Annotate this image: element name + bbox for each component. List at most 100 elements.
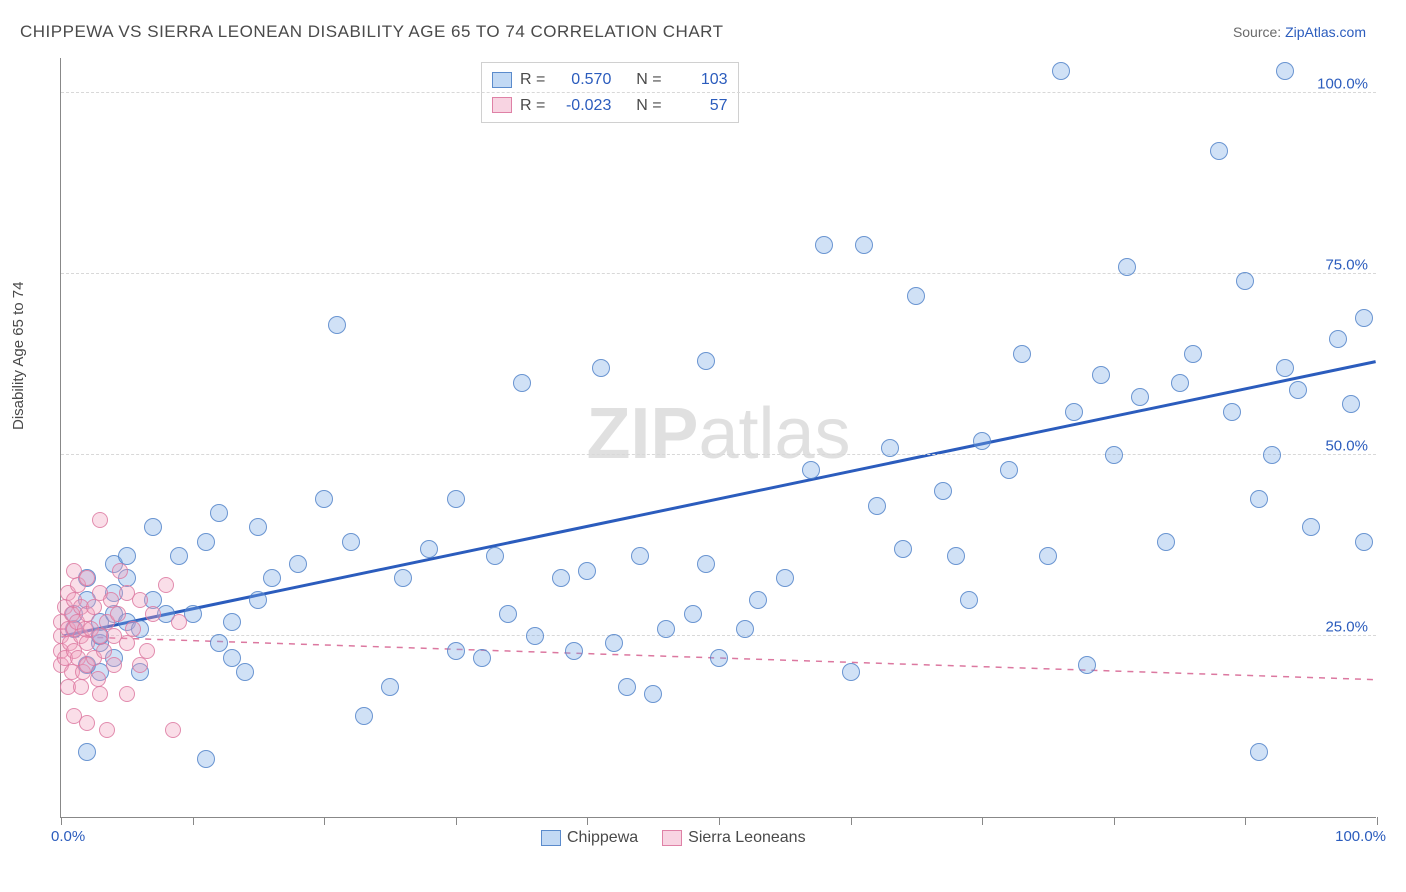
data-point: [132, 657, 148, 673]
data-point: [855, 236, 873, 254]
data-point: [697, 555, 715, 573]
data-point: [447, 490, 465, 508]
data-point: [106, 657, 122, 673]
data-point: [1092, 366, 1110, 384]
data-point: [894, 540, 912, 558]
x-tick-label: 100.0%: [1335, 828, 1386, 845]
x-tick: [982, 817, 983, 825]
data-point: [328, 316, 346, 334]
legend-item: Chippewa: [541, 829, 638, 847]
legend-swatch: [541, 830, 561, 846]
series-legend: Chippewa Sierra Leoneans: [541, 829, 806, 847]
data-point: [1065, 403, 1083, 421]
data-point: [473, 649, 491, 667]
data-point: [1157, 533, 1175, 551]
data-point: [1302, 518, 1320, 536]
legend-swatch: [492, 72, 512, 88]
data-point: [223, 613, 241, 631]
gridline: [61, 454, 1376, 455]
data-point: [170, 547, 188, 565]
data-point: [355, 707, 373, 725]
gridline: [61, 92, 1376, 93]
data-point: [1223, 403, 1241, 421]
data-point: [197, 533, 215, 551]
data-point: [486, 547, 504, 565]
gridline: [61, 273, 1376, 274]
data-point: [171, 614, 187, 630]
data-point: [315, 490, 333, 508]
data-point: [1263, 446, 1281, 464]
data-point: [99, 722, 115, 738]
data-point: [289, 555, 307, 573]
source-link[interactable]: ZipAtlas.com: [1285, 24, 1366, 40]
x-tick: [61, 817, 62, 825]
data-point: [657, 620, 675, 638]
data-point: [139, 643, 155, 659]
data-point: [144, 518, 162, 536]
data-point: [736, 620, 754, 638]
trend-lines: [61, 58, 1376, 817]
data-point: [947, 547, 965, 565]
data-point: [447, 642, 465, 660]
x-tick: [719, 817, 720, 825]
data-point: [249, 518, 267, 536]
data-point: [73, 679, 89, 695]
data-point: [697, 352, 715, 370]
data-point: [802, 461, 820, 479]
x-tick: [1377, 817, 1378, 825]
y-tick-label: 25.0%: [1325, 619, 1368, 636]
data-point: [1250, 490, 1268, 508]
data-point: [1236, 272, 1254, 290]
data-point: [513, 374, 531, 392]
data-point: [907, 287, 925, 305]
data-point: [86, 599, 102, 615]
x-tick-label: 0.0%: [51, 828, 85, 845]
data-point: [110, 606, 126, 622]
legend-item: Sierra Leoneans: [662, 829, 805, 847]
data-point: [881, 439, 899, 457]
data-point: [165, 722, 181, 738]
data-point: [420, 540, 438, 558]
data-point: [1131, 388, 1149, 406]
data-point: [145, 606, 161, 622]
data-point: [394, 569, 412, 587]
legend-swatch: [492, 97, 512, 113]
data-point: [1210, 142, 1228, 160]
data-point: [526, 627, 544, 645]
data-point: [973, 432, 991, 450]
data-point: [197, 750, 215, 768]
data-point: [263, 569, 281, 587]
data-point: [1184, 345, 1202, 363]
y-tick-label: 50.0%: [1325, 438, 1368, 455]
y-tick-label: 75.0%: [1325, 257, 1368, 274]
x-tick: [587, 817, 588, 825]
data-point: [96, 643, 112, 659]
data-point: [1289, 381, 1307, 399]
data-point: [1342, 395, 1360, 413]
data-point: [78, 743, 96, 761]
y-tick-label: 100.0%: [1317, 76, 1368, 93]
data-point: [112, 563, 128, 579]
x-tick: [1114, 817, 1115, 825]
data-point: [1118, 258, 1136, 276]
data-point: [565, 642, 583, 660]
gridline: [61, 635, 1376, 636]
x-tick: [324, 817, 325, 825]
data-point: [499, 605, 517, 623]
data-point: [79, 570, 95, 586]
data-point: [710, 649, 728, 667]
data-point: [842, 663, 860, 681]
data-point: [1276, 359, 1294, 377]
data-point: [236, 663, 254, 681]
data-point: [934, 482, 952, 500]
data-point: [119, 635, 135, 651]
data-point: [92, 512, 108, 528]
stats-row: R =-0.023 N =57: [492, 93, 728, 119]
data-point: [1052, 62, 1070, 80]
stats-row: R =0.570 N =103: [492, 67, 728, 93]
data-point: [868, 497, 886, 515]
data-point: [684, 605, 702, 623]
data-point: [92, 686, 108, 702]
y-axis-label: Disability Age 65 to 74: [10, 282, 27, 430]
scatter-plot: ZIPatlas R =0.570 N =103R =-0.023 N =57 …: [60, 58, 1376, 818]
